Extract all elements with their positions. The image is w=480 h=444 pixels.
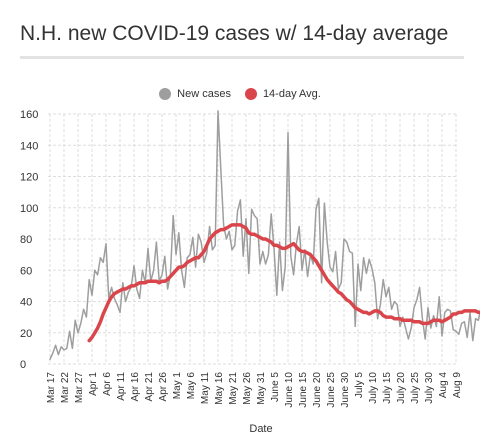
x-axis-label: Date [249,423,272,435]
x-tick-label: May 31 [256,372,267,405]
x-tick-label: May 1 [172,372,183,400]
x-tick-label: Apr 1 [88,372,99,396]
x-tick-label: Aug 9 [452,372,463,399]
data-series [49,110,480,361]
y-tick-label: 100 [20,203,38,215]
x-tick-label: May 21 [228,372,239,405]
y-tick-label: 0 [20,359,26,371]
x-tick-label: Apr 16 [130,372,141,402]
x-tick-label: June 5 [270,372,281,402]
legend-item-14-day-avg[interactable]: 14-day Avg. [244,88,321,100]
x-tick-label: July 25 [410,372,421,404]
legend: New cases 14-day Avg. [0,88,480,100]
series-line-14-day-avg [87,223,480,343]
x-tick-label: Apr 26 [158,372,169,402]
x-tick-label: Apr 6 [102,372,113,396]
x-axis-ticks: Mar 17 Mar 22 Mar 27 Apr 1 Apr 6 Apr 11 Apr 16… [46,372,463,408]
y-tick-label: 60 [20,265,32,277]
x-tick-label: June 30 [340,372,351,408]
y-tick-label: 80 [20,234,32,246]
x-tick-label: July 10 [368,372,379,404]
x-tick-label: June 20 [312,372,323,408]
x-tick-label: July 15 [382,372,393,404]
x-tick-label: May 16 [214,372,225,405]
x-tick-label: May 6 [186,372,197,400]
title-divider [20,56,464,59]
x-tick-label: Mar 27 [74,372,85,404]
y-axis-ticks: 0 20 40 60 80 100 120 140 160 [20,109,38,371]
y-tick-label: 40 [20,297,32,309]
x-tick-label: May 26 [242,372,253,405]
x-tick-label: July 30 [424,372,435,404]
legend-label-new-cases: New cases [177,88,231,100]
x-tick-label: Aug 4 [438,372,449,399]
x-tick-label: Mar 22 [60,372,71,404]
x-tick-label: June 15 [298,372,309,408]
legend-item-new-cases[interactable]: New cases [159,88,231,100]
x-tick-label: Mar 17 [46,372,57,404]
y-tick-label: 140 [20,140,38,152]
gridlines [48,113,458,365]
legend-swatch-new-cases [159,88,172,100]
x-tick-label: May 11 [200,372,211,404]
x-tick-label: Apr 21 [144,372,155,402]
x-tick-label: Apr 11 [116,372,127,401]
y-tick-label: 120 [20,172,38,184]
legend-swatch-14-day-avg [244,88,257,100]
chart-title: N.H. new COVID-19 cases w/ 14-day averag… [20,22,449,45]
x-tick-label: June 10 [284,372,295,408]
x-tick-label: June 25 [326,372,337,408]
y-tick-label: 20 [20,328,32,340]
y-tick-label: 160 [20,109,38,121]
x-tick-label: July 5 [354,372,365,399]
x-tick-label: July 20 [396,372,407,404]
legend-label-14-day-avg: 14-day Avg. [262,88,321,100]
series-line-new-cases [49,110,480,361]
